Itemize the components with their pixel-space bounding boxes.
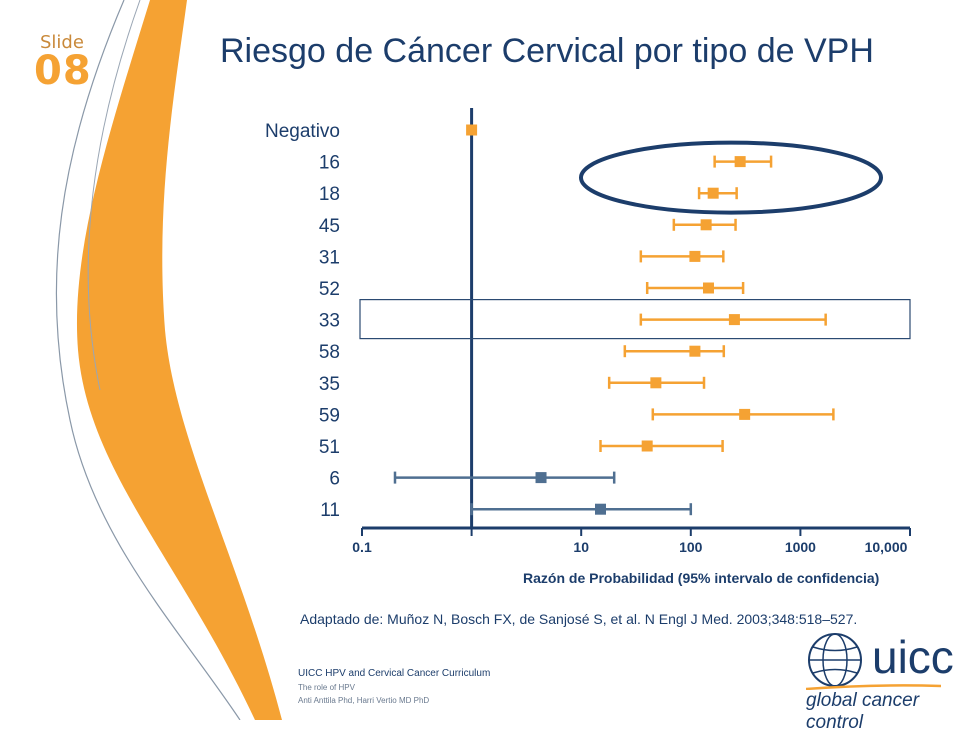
point-estimate: [594, 503, 606, 515]
row-label: 33: [319, 311, 340, 332]
row-label: 6: [329, 469, 340, 490]
point-estimate: [535, 472, 547, 484]
point-estimate: [734, 156, 746, 168]
x-tick-label: 1000: [785, 539, 816, 555]
point-estimate: [466, 124, 478, 136]
row-label: 18: [319, 184, 340, 205]
x-tick-label: 10: [573, 539, 589, 555]
point-estimate: [702, 282, 714, 294]
x-tick-label: 100: [679, 539, 703, 555]
row-label: 51: [319, 437, 340, 458]
slide-number: 08: [34, 48, 92, 94]
point-estimate: [707, 187, 719, 199]
highlight-box: [359, 299, 911, 340]
point-estimate: [641, 440, 653, 452]
point-estimate: [689, 345, 701, 357]
x-axis-label: Razón de Probabilidad (95% intervalo de …: [523, 570, 880, 586]
point-estimate: [728, 314, 740, 326]
grey-swoosh-line: [55, 0, 241, 720]
row-label: 16: [319, 153, 340, 174]
highlight-ellipse: [579, 140, 883, 215]
row-label: 58: [319, 342, 340, 363]
row-label: Negativo: [265, 121, 340, 142]
row-label: 52: [319, 279, 340, 300]
slide-label: Slide: [40, 32, 84, 53]
row-label: 45: [319, 216, 340, 237]
row-label: 35: [319, 374, 340, 395]
x-tick-label: 0.1: [352, 539, 372, 555]
footer-title: UICC HPV and Cervical Cancer Curriculum: [298, 668, 491, 679]
row-label: 59: [319, 405, 340, 426]
uicc-logo-tagline: global cancer control: [806, 690, 920, 733]
logo-underline: [806, 684, 941, 690]
uicc-logo-word: uicc: [872, 631, 954, 683]
grey-swoosh-line-2: [87, 0, 141, 391]
page-title: Riesgo de Cáncer Cervical por tipo de VP…: [220, 32, 874, 70]
orange-swoosh-shape: [76, 0, 282, 720]
point-estimate: [689, 250, 701, 262]
point-estimate: [739, 408, 751, 420]
row-label: 31: [319, 247, 340, 268]
footer-authors: Anti Anttila Phd, Harri Vertio MD PhD: [298, 696, 430, 705]
row-label: 11: [320, 500, 340, 521]
citation: Adaptado de: Muñoz N, Bosch FX, de Sanjo…: [300, 611, 858, 627]
footer-subtitle: The role of HPV: [298, 683, 355, 692]
x-tick-label: 10,000: [865, 539, 908, 555]
globe-icon: [808, 633, 862, 687]
point-estimate: [650, 377, 662, 389]
point-estimate: [700, 219, 712, 231]
